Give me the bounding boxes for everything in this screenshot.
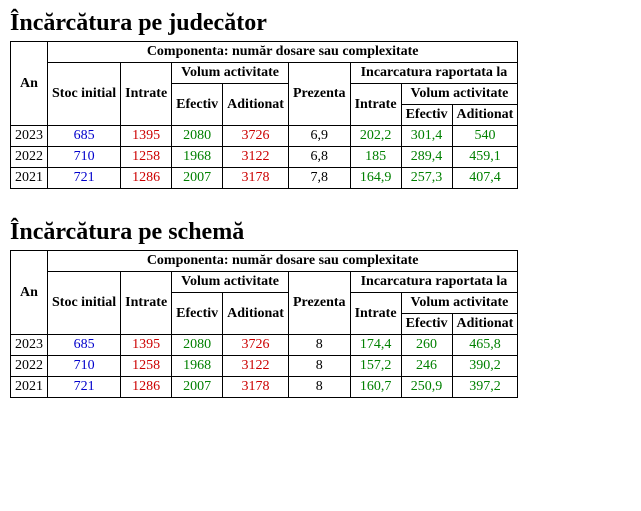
cell-year: 2022: [11, 147, 48, 168]
cell-inc_vol_ef: 246: [401, 356, 452, 377]
table-row: 20236851395208037268174,4260465,8: [11, 335, 518, 356]
cell-stoc: 685: [48, 335, 121, 356]
table1-title: Încărcătura pe judecător: [10, 10, 641, 37]
th-vol-ef: Efectiv: [172, 293, 223, 335]
cell-year: 2021: [11, 377, 48, 398]
th-inc-intrate: Intrate: [350, 84, 401, 126]
th-vol-ad: Aditionat: [223, 293, 289, 335]
th-inc-vol-ef: Efectiv: [401, 314, 452, 335]
th-volum: Volum activitate: [172, 272, 289, 293]
cell-inc_vol_ef: 301,4: [401, 126, 452, 147]
cell-prezenta: 8: [288, 377, 350, 398]
cell-stoc: 685: [48, 126, 121, 147]
cell-inc_vol_ef: 257,3: [401, 168, 452, 189]
cell-vol_ef: 2007: [172, 377, 223, 398]
cell-inc_vol_ad: 390,2: [452, 356, 518, 377]
cell-vol_ad: 3726: [223, 126, 289, 147]
th-volum: Volum activitate: [172, 63, 289, 84]
cell-inc_vol_ad: 459,1: [452, 147, 518, 168]
table2-body: 20236851395208037268174,4260465,82022710…: [11, 335, 518, 398]
table-row: 20217211286200731787,8164,9257,3407,4: [11, 168, 518, 189]
cell-year: 2022: [11, 356, 48, 377]
cell-stoc: 721: [48, 377, 121, 398]
th-inc-vol-ad: Aditionat: [452, 105, 518, 126]
th-intrate: Intrate: [121, 272, 172, 335]
table1: An Componenta: număr dosare sau complexi…: [10, 41, 518, 189]
cell-inc_intrate: 185: [350, 147, 401, 168]
cell-vol_ef: 1968: [172, 147, 223, 168]
th-an: An: [11, 42, 48, 126]
th-vol-ad: Aditionat: [223, 84, 289, 126]
cell-prezenta: 6,8: [288, 147, 350, 168]
th-inc-vol-ef: Efectiv: [401, 105, 452, 126]
cell-prezenta: 8: [288, 356, 350, 377]
th-incarc: Incarcatura raportata la: [350, 272, 518, 293]
table1-body: 20236851395208037266,9202,2301,454020227…: [11, 126, 518, 189]
cell-vol_ad: 3726: [223, 335, 289, 356]
cell-inc_vol_ad: 397,2: [452, 377, 518, 398]
th-inc-vol: Volum activitate: [401, 84, 518, 105]
cell-vol_ef: 2080: [172, 335, 223, 356]
table2: An Componenta: număr dosare sau complexi…: [10, 250, 518, 398]
cell-inc_intrate: 164,9: [350, 168, 401, 189]
cell-prezenta: 8: [288, 335, 350, 356]
cell-inc_vol_ef: 260: [401, 335, 452, 356]
cell-intrate: 1286: [121, 168, 172, 189]
cell-year: 2023: [11, 335, 48, 356]
cell-vol_ef: 2080: [172, 126, 223, 147]
th-stoc: Stoc initial: [48, 63, 121, 126]
cell-inc_intrate: 202,2: [350, 126, 401, 147]
table-row: 20217211286200731788160,7250,9397,2: [11, 377, 518, 398]
cell-inc_vol_ef: 289,4: [401, 147, 452, 168]
cell-inc_vol_ad: 540: [452, 126, 518, 147]
cell-inc_intrate: 174,4: [350, 335, 401, 356]
cell-intrate: 1395: [121, 335, 172, 356]
cell-inc_vol_ad: 465,8: [452, 335, 518, 356]
cell-inc_intrate: 157,2: [350, 356, 401, 377]
cell-inc_intrate: 160,7: [350, 377, 401, 398]
cell-vol_ad: 3122: [223, 356, 289, 377]
cell-prezenta: 6,9: [288, 126, 350, 147]
cell-vol_ad: 3122: [223, 147, 289, 168]
cell-vol_ad: 3178: [223, 168, 289, 189]
th-componenta: Componenta: număr dosare sau complexitat…: [48, 42, 518, 63]
cell-intrate: 1258: [121, 147, 172, 168]
th-prezenta: Prezenta: [288, 63, 350, 126]
th-incarc: Incarcatura raportata la: [350, 63, 518, 84]
th-stoc: Stoc initial: [48, 272, 121, 335]
cell-stoc: 721: [48, 168, 121, 189]
th-componenta: Componenta: număr dosare sau complexitat…: [48, 251, 518, 272]
th-inc-vol: Volum activitate: [401, 293, 518, 314]
cell-year: 2023: [11, 126, 48, 147]
cell-vol_ad: 3178: [223, 377, 289, 398]
th-inc-intrate: Intrate: [350, 293, 401, 335]
cell-prezenta: 7,8: [288, 168, 350, 189]
cell-inc_vol_ad: 407,4: [452, 168, 518, 189]
th-an: An: [11, 251, 48, 335]
th-vol-ef: Efectiv: [172, 84, 223, 126]
th-prezenta: Prezenta: [288, 272, 350, 335]
cell-stoc: 710: [48, 356, 121, 377]
table-row: 20236851395208037266,9202,2301,4540: [11, 126, 518, 147]
cell-vol_ef: 1968: [172, 356, 223, 377]
cell-vol_ef: 2007: [172, 168, 223, 189]
table2-title: Încărcătura pe schemă: [10, 219, 641, 246]
th-inc-vol-ad: Aditionat: [452, 314, 518, 335]
cell-stoc: 710: [48, 147, 121, 168]
table-row: 20227101258196831226,8185289,4459,1: [11, 147, 518, 168]
cell-intrate: 1395: [121, 126, 172, 147]
th-intrate: Intrate: [121, 63, 172, 126]
cell-intrate: 1286: [121, 377, 172, 398]
cell-inc_vol_ef: 250,9: [401, 377, 452, 398]
cell-intrate: 1258: [121, 356, 172, 377]
table-row: 20227101258196831228157,2246390,2: [11, 356, 518, 377]
cell-year: 2021: [11, 168, 48, 189]
